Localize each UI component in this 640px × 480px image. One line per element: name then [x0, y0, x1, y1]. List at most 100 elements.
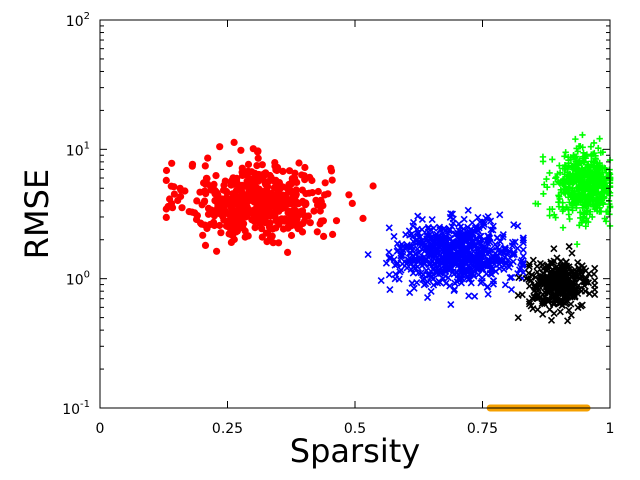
data-point: [162, 176, 170, 184]
data-point: [268, 232, 276, 240]
data-point: [204, 204, 213, 212]
data-point: [162, 213, 170, 221]
data-point: [255, 171, 263, 179]
data-point: [477, 279, 485, 287]
data-point: [575, 143, 583, 150]
data-point: [244, 167, 252, 175]
data-point: [229, 218, 237, 226]
data-point: [441, 227, 450, 235]
data-point: [430, 281, 438, 289]
data-point: [590, 170, 597, 177]
data-point: [407, 255, 415, 263]
data-point: [220, 216, 228, 224]
data-point: [298, 171, 306, 179]
axis-ticks: [99, 19, 611, 409]
data-point: [596, 166, 603, 173]
data-point: [555, 179, 563, 186]
data-point: [550, 245, 558, 253]
data-point: [284, 223, 292, 231]
data-point: [288, 177, 296, 185]
data-point: [491, 240, 499, 248]
data-point: [548, 281, 556, 290]
data-point: [590, 270, 598, 278]
series-4-plus-points: [532, 131, 614, 248]
data-point: [299, 198, 307, 206]
data-point: [447, 265, 455, 273]
data-point: [600, 164, 608, 172]
data-point: [321, 191, 329, 199]
data-point: [174, 196, 182, 205]
data-point: [201, 180, 210, 188]
data-point: [562, 274, 570, 283]
data-point: [581, 287, 589, 295]
data-point: [390, 232, 398, 240]
data-point: [574, 304, 582, 312]
data-point: [216, 143, 224, 151]
data-point: [409, 218, 418, 226]
data-point: [552, 175, 559, 182]
data-point: [284, 248, 292, 256]
data-point: [540, 190, 547, 198]
data-point: [569, 202, 576, 209]
data-point: [446, 242, 455, 250]
data-point: [566, 215, 573, 223]
data-point: [377, 276, 385, 285]
data-point: [232, 200, 240, 208]
data-point: [489, 265, 497, 273]
data-point: [321, 179, 329, 187]
data-point: [595, 144, 602, 152]
data-point: [396, 268, 404, 276]
data-point: [210, 212, 218, 220]
data-point: [591, 291, 599, 299]
data-point: [582, 267, 590, 275]
data-point: [567, 174, 574, 182]
data-point: [536, 276, 544, 284]
data-point: [586, 182, 594, 189]
data-point: [221, 177, 229, 185]
data-point: [560, 181, 567, 189]
data-point: [428, 216, 436, 224]
data-point: [329, 230, 337, 238]
x-tick-label: 0: [96, 421, 105, 437]
data-point: [273, 192, 281, 200]
data-point: [447, 300, 455, 309]
data-point: [587, 164, 595, 171]
data-point: [258, 225, 266, 233]
data-point: [584, 218, 592, 226]
data-point: [519, 236, 527, 244]
data-point: [572, 135, 579, 143]
data-point: [458, 241, 466, 249]
data-point: [559, 261, 567, 269]
data-point: [550, 269, 559, 277]
data-point: [590, 139, 598, 147]
axis-tick-labels: 0 0.25 0.5 0.75 1 10-1 100 101 102: [62, 11, 614, 437]
data-point: [581, 172, 589, 179]
data-point: [420, 281, 428, 289]
data-point: [580, 159, 587, 166]
data-point: [534, 284, 542, 292]
data-point: [304, 212, 312, 220]
data-point: [483, 256, 491, 264]
data-point: [547, 316, 556, 324]
data-point: [591, 277, 599, 285]
data-point: [188, 208, 196, 216]
data-point: [244, 160, 253, 168]
data-point: [421, 256, 429, 264]
data-point: [525, 263, 533, 271]
data-point: [483, 283, 491, 291]
data-point: [552, 214, 559, 221]
data-point: [563, 204, 571, 211]
data-point: [501, 281, 509, 289]
data-point: [514, 314, 522, 322]
data-point: [275, 239, 283, 247]
data-point: [286, 208, 294, 216]
data-point: [561, 153, 568, 160]
data-point: [556, 162, 563, 169]
data-point: [576, 157, 583, 164]
data-point: [539, 158, 547, 165]
data-point: [464, 223, 472, 231]
data-point: [572, 192, 579, 200]
data-point: [385, 271, 393, 279]
data-point: [499, 233, 507, 241]
data-point: [488, 270, 496, 278]
